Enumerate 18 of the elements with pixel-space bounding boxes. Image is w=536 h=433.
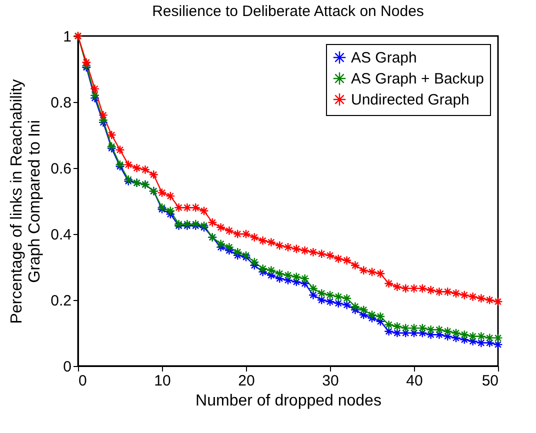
y-tick-label: 1: [63, 28, 72, 46]
x-tick-label: 10: [154, 372, 171, 390]
legend-label: AS Graph + Backup: [351, 70, 484, 88]
y-tick-label: 0.4: [50, 226, 72, 244]
y-tick-label: 0.6: [50, 160, 72, 178]
y-tick-label: 0.2: [50, 292, 72, 310]
x-tick-label: 20: [238, 372, 255, 390]
y-axis-title: Percentage of links in Reachability Graph Compared to Ini: [8, 79, 44, 324]
x-axis-title: Number of dropped nodes: [196, 392, 382, 410]
x-tick-label: 40: [406, 372, 423, 390]
chart-title: Resilience to Deliberate Attack on Nodes: [152, 3, 424, 20]
legend-label: AS Graph: [351, 50, 417, 66]
y-tick-label: 0: [63, 358, 72, 376]
legend-label: Undirected Graph: [351, 92, 470, 108]
x-tick-label: 0: [78, 372, 87, 390]
x-tick-label: 30: [322, 372, 339, 390]
x-tick-label: 50: [482, 372, 498, 390]
y-tick-label: 0.8: [50, 94, 72, 112]
